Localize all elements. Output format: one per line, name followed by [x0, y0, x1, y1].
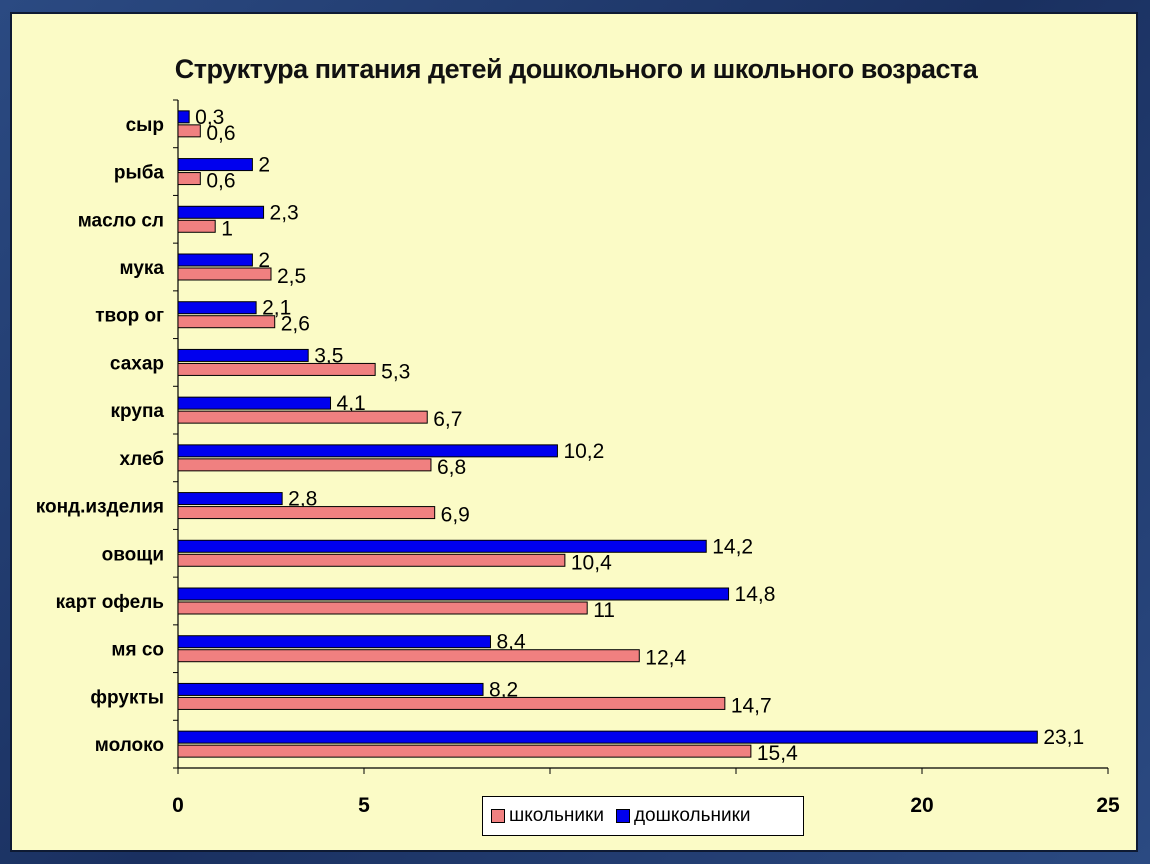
bar-school — [177, 458, 432, 472]
data-label-preschool: 14,2 — [712, 535, 753, 558]
bar-school — [177, 744, 752, 758]
legend-label-school: школьники — [509, 805, 604, 826]
data-label-preschool: 14,8 — [735, 583, 776, 606]
legend-swatch-preschool — [615, 809, 630, 823]
bar-preschool — [177, 587, 730, 601]
bar-school — [177, 315, 276, 329]
bar-preschool — [177, 444, 558, 458]
chart-legend: школьники дошкольники — [482, 796, 804, 836]
data-label-preschool: 0,3 — [195, 106, 224, 129]
category-label: карт офель — [56, 592, 164, 613]
bar-school — [177, 124, 201, 138]
data-label-school: 6,9 — [441, 504, 470, 527]
x-tick-label: 20 — [910, 794, 933, 817]
bar-preschool — [177, 730, 1038, 744]
category-label: твор ог — [95, 306, 164, 327]
category-label: сыр — [126, 115, 164, 136]
data-label-school: 6,8 — [437, 456, 466, 479]
data-label-preschool: 2,1 — [262, 297, 291, 320]
category-label: сахар — [110, 353, 164, 374]
chart-panel: Структура питания детей дошкольного и шк… — [10, 12, 1138, 852]
bar-school — [177, 172, 201, 186]
category-label: хлеб — [120, 449, 164, 470]
bar-preschool — [177, 396, 332, 410]
category-label: конд.изделия — [36, 497, 164, 518]
bar-school — [177, 219, 216, 233]
data-label-school: 0,6 — [206, 122, 235, 145]
data-label-school: 0,6 — [206, 170, 235, 193]
data-label-school: 2,6 — [281, 313, 310, 336]
legend-item-school: школьники — [491, 805, 604, 827]
bar-preschool — [177, 253, 253, 267]
bar-preschool — [177, 348, 309, 362]
bar-school — [177, 696, 726, 710]
bar-preschool — [177, 539, 707, 553]
data-label-preschool: 3,5 — [314, 344, 343, 367]
bar-preschool — [177, 492, 283, 506]
data-label-preschool: 2 — [258, 249, 270, 272]
bar-preschool — [177, 110, 190, 124]
legend-item-preschool: дошкольники — [615, 805, 751, 827]
category-label: масло сл — [78, 210, 164, 231]
data-label-school: 2,5 — [277, 265, 306, 288]
bar-school — [177, 410, 428, 424]
bar-preschool — [177, 301, 257, 315]
data-label-school: 1 — [221, 217, 233, 240]
bar-preschool — [177, 158, 253, 172]
legend-swatch-school — [491, 809, 505, 823]
x-tick-label: 5 — [358, 794, 370, 817]
bar-school — [177, 267, 272, 281]
bar-school — [177, 506, 436, 520]
category-label: мука — [120, 258, 165, 279]
bar-preschool — [177, 682, 484, 696]
x-tick-label: 25 — [1096, 794, 1120, 817]
bar-preschool — [177, 635, 491, 649]
data-label-school: 12,4 — [645, 647, 686, 670]
data-label-preschool: 23,1 — [1043, 726, 1084, 749]
data-label-school: 10,4 — [571, 551, 612, 574]
category-label: рыба — [114, 163, 165, 184]
category-label: мя со — [111, 640, 164, 661]
data-label-preschool: 8,2 — [489, 678, 518, 701]
category-label: крупа — [111, 401, 165, 422]
data-label-preschool: 10,2 — [563, 440, 604, 463]
data-label-school: 6,7 — [433, 408, 462, 431]
category-label: молоко — [95, 735, 164, 756]
bar-school — [177, 601, 588, 615]
bar-preschool — [177, 205, 265, 219]
data-label-preschool: 8,4 — [496, 631, 526, 654]
data-label-school: 5,3 — [381, 360, 410, 383]
x-tick-label: 0 — [172, 794, 184, 817]
data-label-preschool: 2 — [258, 154, 270, 177]
bar-school — [177, 649, 640, 663]
data-label-school: 14,7 — [731, 694, 772, 717]
category-label: овощи — [102, 544, 164, 565]
chart-title: Структура питания детей дошкольного и шк… — [174, 54, 978, 84]
legend-label-preschool: дошкольники — [633, 805, 751, 826]
data-label-school: 15,4 — [757, 742, 798, 765]
data-label-preschool: 2,8 — [288, 488, 317, 511]
data-label-school: 11 — [593, 599, 615, 622]
bar-school — [177, 553, 566, 567]
bar-school — [177, 362, 376, 376]
data-label-preschool: 4,1 — [337, 392, 366, 415]
category-label: фрукты — [90, 687, 164, 708]
data-label-preschool: 2,3 — [270, 201, 299, 224]
